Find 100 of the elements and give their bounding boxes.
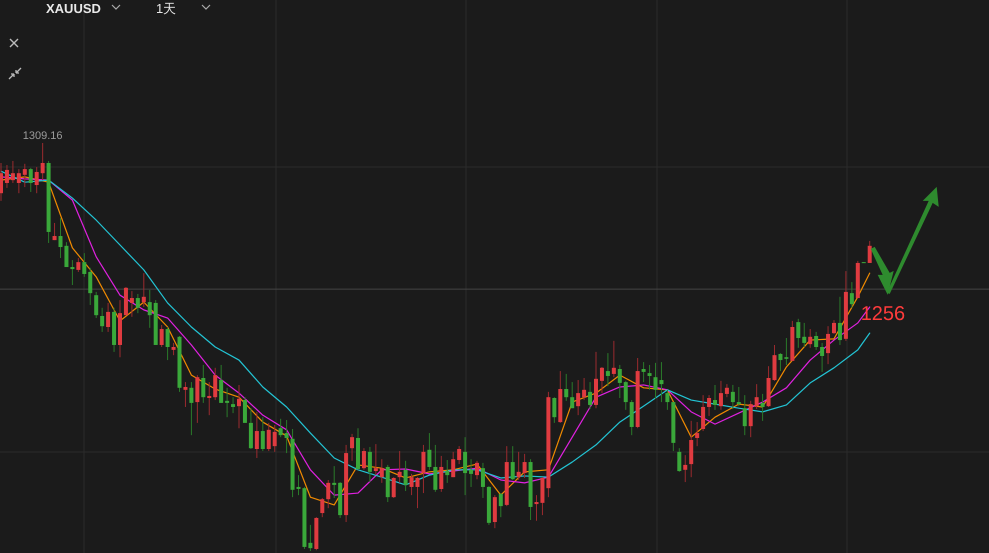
candlestick xyxy=(332,466,336,498)
candlestick xyxy=(748,400,753,438)
candlestick xyxy=(374,444,378,476)
candlestick xyxy=(219,364,224,404)
candlestick xyxy=(136,293,140,314)
candlestick xyxy=(754,384,759,410)
candlestick xyxy=(320,497,324,518)
candlestick xyxy=(564,373,568,402)
candlestick xyxy=(534,494,538,522)
candlestick xyxy=(326,480,330,509)
candlestick xyxy=(284,420,289,454)
candlestick xyxy=(142,272,146,308)
candlestick xyxy=(588,382,592,410)
candlestick xyxy=(868,240,872,264)
candlestick xyxy=(582,378,586,401)
candlestick xyxy=(618,364,622,398)
candlestick xyxy=(475,460,479,480)
candlestick xyxy=(683,454,688,483)
candlestick xyxy=(820,342,824,372)
candlestick xyxy=(778,352,782,372)
candlestick xyxy=(130,290,134,318)
candlestick xyxy=(16,168,21,194)
candlestick xyxy=(606,352,610,387)
candlestick xyxy=(784,338,788,366)
annotation: 1256 xyxy=(860,302,906,325)
candlestick xyxy=(70,260,74,286)
candlestick xyxy=(439,455,444,492)
candlestick xyxy=(237,384,241,429)
candlestick xyxy=(308,524,312,552)
candlestick xyxy=(724,384,729,398)
candlestick xyxy=(94,291,98,319)
candlestick xyxy=(404,460,408,492)
candlestick xyxy=(398,450,402,484)
candlestick xyxy=(659,362,664,403)
candlestick xyxy=(736,386,741,407)
candlestick xyxy=(160,324,164,348)
candlestick xyxy=(713,384,717,410)
candlestick xyxy=(260,416,265,452)
candlestick xyxy=(570,382,574,409)
candlestick xyxy=(838,296,842,346)
candlestick xyxy=(368,446,372,483)
candlestick xyxy=(552,396,556,424)
candlestick xyxy=(201,364,206,404)
candlestick xyxy=(516,451,521,481)
candlestick xyxy=(463,436,468,496)
candlestick xyxy=(469,458,474,488)
annotation: 1309.16 xyxy=(22,130,63,142)
candlestick xyxy=(707,394,712,416)
candlestick xyxy=(701,394,706,432)
candlestick xyxy=(28,167,33,192)
candlestick xyxy=(392,476,396,498)
candlestick xyxy=(183,382,188,408)
candlestick xyxy=(730,384,735,410)
header: XAUUSD 1天 xyxy=(46,1,210,16)
candlestick xyxy=(58,218,62,259)
candlestick xyxy=(100,307,104,332)
candlestick xyxy=(52,222,57,241)
candlestick xyxy=(760,393,765,422)
candlestick xyxy=(648,364,652,390)
candlestick xyxy=(796,318,800,348)
candlestick xyxy=(695,422,700,447)
chart-subtitle: 1天 xyxy=(156,1,176,16)
candlestick xyxy=(510,446,515,481)
candlestick xyxy=(808,328,812,348)
candlestick xyxy=(600,366,604,394)
candlestick xyxy=(88,267,92,306)
candlestick xyxy=(189,382,194,436)
candlestick xyxy=(457,446,462,465)
candlestick xyxy=(106,302,110,332)
candlestick xyxy=(826,326,830,365)
chart-title: XAUUSD xyxy=(46,1,101,16)
candlestick xyxy=(742,394,747,436)
candlestick xyxy=(362,448,366,470)
candlestick xyxy=(254,411,259,458)
candlestick xyxy=(451,451,456,478)
candlestick xyxy=(296,474,300,496)
candlestick xyxy=(654,362,658,400)
candlestick xyxy=(832,320,836,334)
candlestick xyxy=(76,258,80,272)
candlestick xyxy=(172,342,176,356)
candlestick xyxy=(624,380,628,410)
candlestick xyxy=(576,380,580,416)
candlestick xyxy=(416,476,420,509)
candlestick xyxy=(814,331,818,350)
candlestick xyxy=(82,252,86,278)
candlestick xyxy=(850,282,854,308)
candlestick xyxy=(802,322,806,348)
candlestick xyxy=(34,166,39,194)
candlestick xyxy=(166,326,170,361)
candlestick xyxy=(4,164,9,188)
candlestick xyxy=(612,340,616,378)
candlestick xyxy=(242,396,247,424)
candlestick xyxy=(40,142,45,181)
candlestick xyxy=(677,448,682,472)
candlestick xyxy=(350,433,354,462)
candlestick xyxy=(231,396,236,414)
candlestick xyxy=(22,163,27,188)
candlestick xyxy=(498,492,503,518)
candlestick xyxy=(642,362,646,383)
candlestick xyxy=(433,444,438,492)
